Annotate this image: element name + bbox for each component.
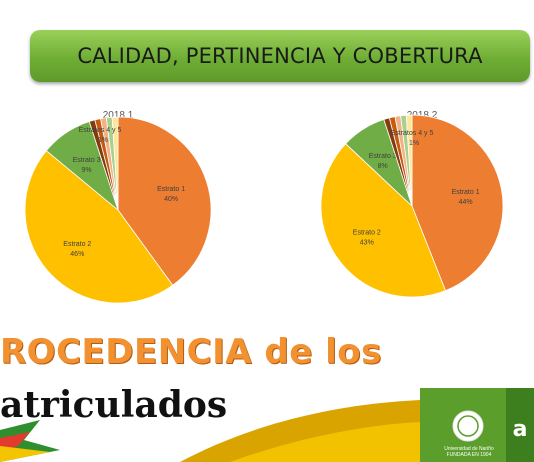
pie-chart-2018-1: 2018 1 Estrato 1 40% Estrato 2 46% Estrato 3 9…	[24, 110, 212, 304]
section-heading-line2: atriculados	[0, 384, 228, 426]
slice-label: Estrato 1	[452, 189, 480, 196]
pie-slice-estrato-2	[320, 143, 447, 298]
logo-founded: FUNDADA EN 1904	[446, 452, 492, 458]
pie-slice-minor-7	[111, 116, 119, 211]
slice-label: Estrato 2	[353, 230, 381, 237]
banner-title: CALIDAD, PERTINENCIA Y COBERTURA	[77, 44, 483, 68]
slice-label: Estrato 3	[369, 153, 397, 160]
svg-text:a: a	[513, 417, 528, 442]
slice-value: 8%	[378, 163, 388, 170]
slice-value: 43%	[360, 240, 374, 247]
section-heading-line1: ROCEDENCIA de los	[0, 332, 382, 372]
slice-label: Estrato 3	[73, 157, 101, 164]
pie-slice-minor-7	[405, 114, 413, 207]
group-label: Estratos 4 y 5	[79, 127, 122, 134]
slice-label: Estrato 1	[157, 186, 185, 193]
pie-slice-estrato-1	[411, 114, 504, 292]
title-banner: CALIDAD, PERTINENCIA Y COBERTURA	[30, 30, 530, 82]
slice-value: 44%	[459, 199, 473, 206]
chart-title: 2018 1	[103, 110, 134, 121]
small-slice-value: 1%	[409, 140, 419, 147]
small-slice-value: 1%	[98, 137, 108, 144]
pie-slice-estrato-1	[117, 116, 212, 286]
university-logo: Universidad de Nariño FUNDADA EN 1904	[426, 446, 512, 458]
slice-value: 40%	[164, 196, 178, 203]
pie-slice-estrato-2	[24, 150, 174, 304]
group-label: Estratos 4 y 5	[391, 130, 434, 137]
logo-name: Universidad de Nariño	[444, 446, 494, 452]
slice-value: 9%	[82, 167, 92, 174]
slice-value: 46%	[70, 251, 84, 258]
slice-label: Estrato 2	[63, 241, 91, 248]
